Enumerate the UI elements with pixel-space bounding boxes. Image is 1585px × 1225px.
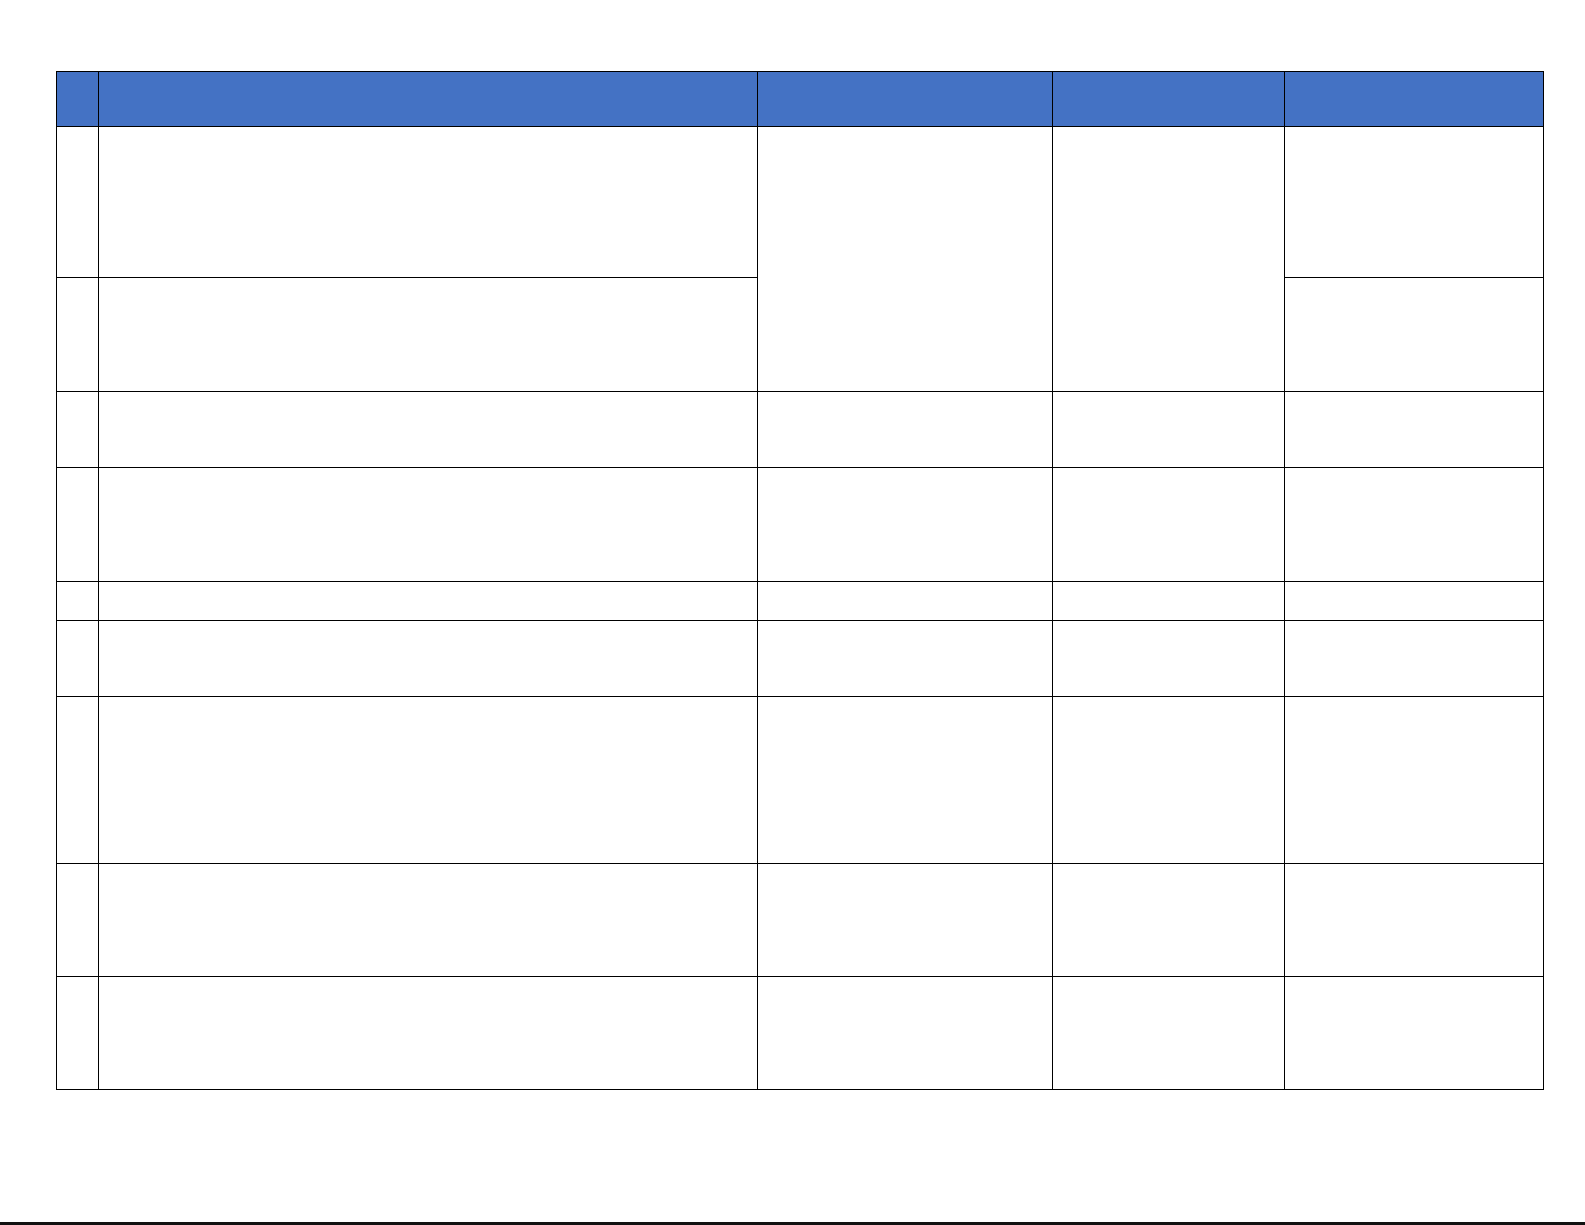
table-row bbox=[56, 581, 1544, 621]
table-cell bbox=[1052, 863, 1285, 977]
table-cell bbox=[1284, 126, 1544, 278]
table-cell bbox=[757, 863, 1053, 977]
table-cell bbox=[56, 391, 99, 468]
header-cell-4 bbox=[1052, 71, 1285, 127]
header-cell-5 bbox=[1284, 71, 1544, 127]
table-row bbox=[56, 863, 1544, 977]
table-cell bbox=[98, 863, 758, 977]
table-cell bbox=[1284, 863, 1544, 977]
table-cell bbox=[56, 976, 99, 1090]
table-row bbox=[56, 467, 1544, 582]
table-cell bbox=[56, 277, 99, 392]
table-cell bbox=[1284, 467, 1544, 582]
table-cell bbox=[757, 976, 1053, 1090]
table-cell bbox=[56, 863, 99, 977]
table-cell bbox=[56, 126, 99, 278]
table-cell bbox=[98, 277, 758, 392]
table-cell bbox=[1052, 581, 1285, 621]
table-row bbox=[56, 696, 1544, 864]
table-header-row bbox=[56, 71, 1544, 127]
table-cell bbox=[56, 581, 99, 621]
table-row bbox=[56, 126, 1544, 392]
table-cell bbox=[1052, 391, 1285, 468]
table-cell bbox=[1284, 620, 1544, 697]
table-cell bbox=[98, 126, 758, 278]
table-cell bbox=[98, 581, 758, 621]
table-cell bbox=[98, 976, 758, 1090]
table-cell bbox=[1052, 976, 1285, 1090]
table-cell bbox=[56, 620, 99, 697]
table-cell bbox=[98, 391, 758, 468]
table-cell bbox=[56, 467, 99, 582]
table-cell bbox=[1284, 696, 1544, 864]
table-cell bbox=[757, 467, 1053, 582]
table-cell bbox=[98, 620, 758, 697]
header-cell-3 bbox=[757, 71, 1053, 127]
header-cell-number bbox=[56, 71, 99, 127]
table-row bbox=[56, 976, 1544, 1090]
table-cell bbox=[757, 696, 1053, 864]
table-cell-merged bbox=[757, 126, 1053, 392]
table-cell-merged bbox=[1052, 126, 1285, 392]
page-bottom-divider bbox=[0, 1222, 1585, 1225]
table-cell bbox=[1284, 976, 1544, 1090]
table-cell bbox=[98, 467, 758, 582]
table-cell bbox=[1284, 391, 1544, 468]
table-row bbox=[56, 391, 1544, 468]
table-cell bbox=[56, 696, 99, 864]
header-cell-description bbox=[98, 71, 758, 127]
table-cell bbox=[757, 581, 1053, 621]
table-cell bbox=[1052, 696, 1285, 864]
table-cell bbox=[757, 620, 1053, 697]
document-table bbox=[56, 71, 1544, 1090]
table-cell bbox=[98, 696, 758, 864]
table-row bbox=[56, 620, 1544, 697]
table-cell bbox=[757, 391, 1053, 468]
table-cell bbox=[1284, 277, 1544, 392]
table-cell bbox=[1052, 620, 1285, 697]
table-cell bbox=[1052, 467, 1285, 582]
table-cell bbox=[1284, 581, 1544, 621]
